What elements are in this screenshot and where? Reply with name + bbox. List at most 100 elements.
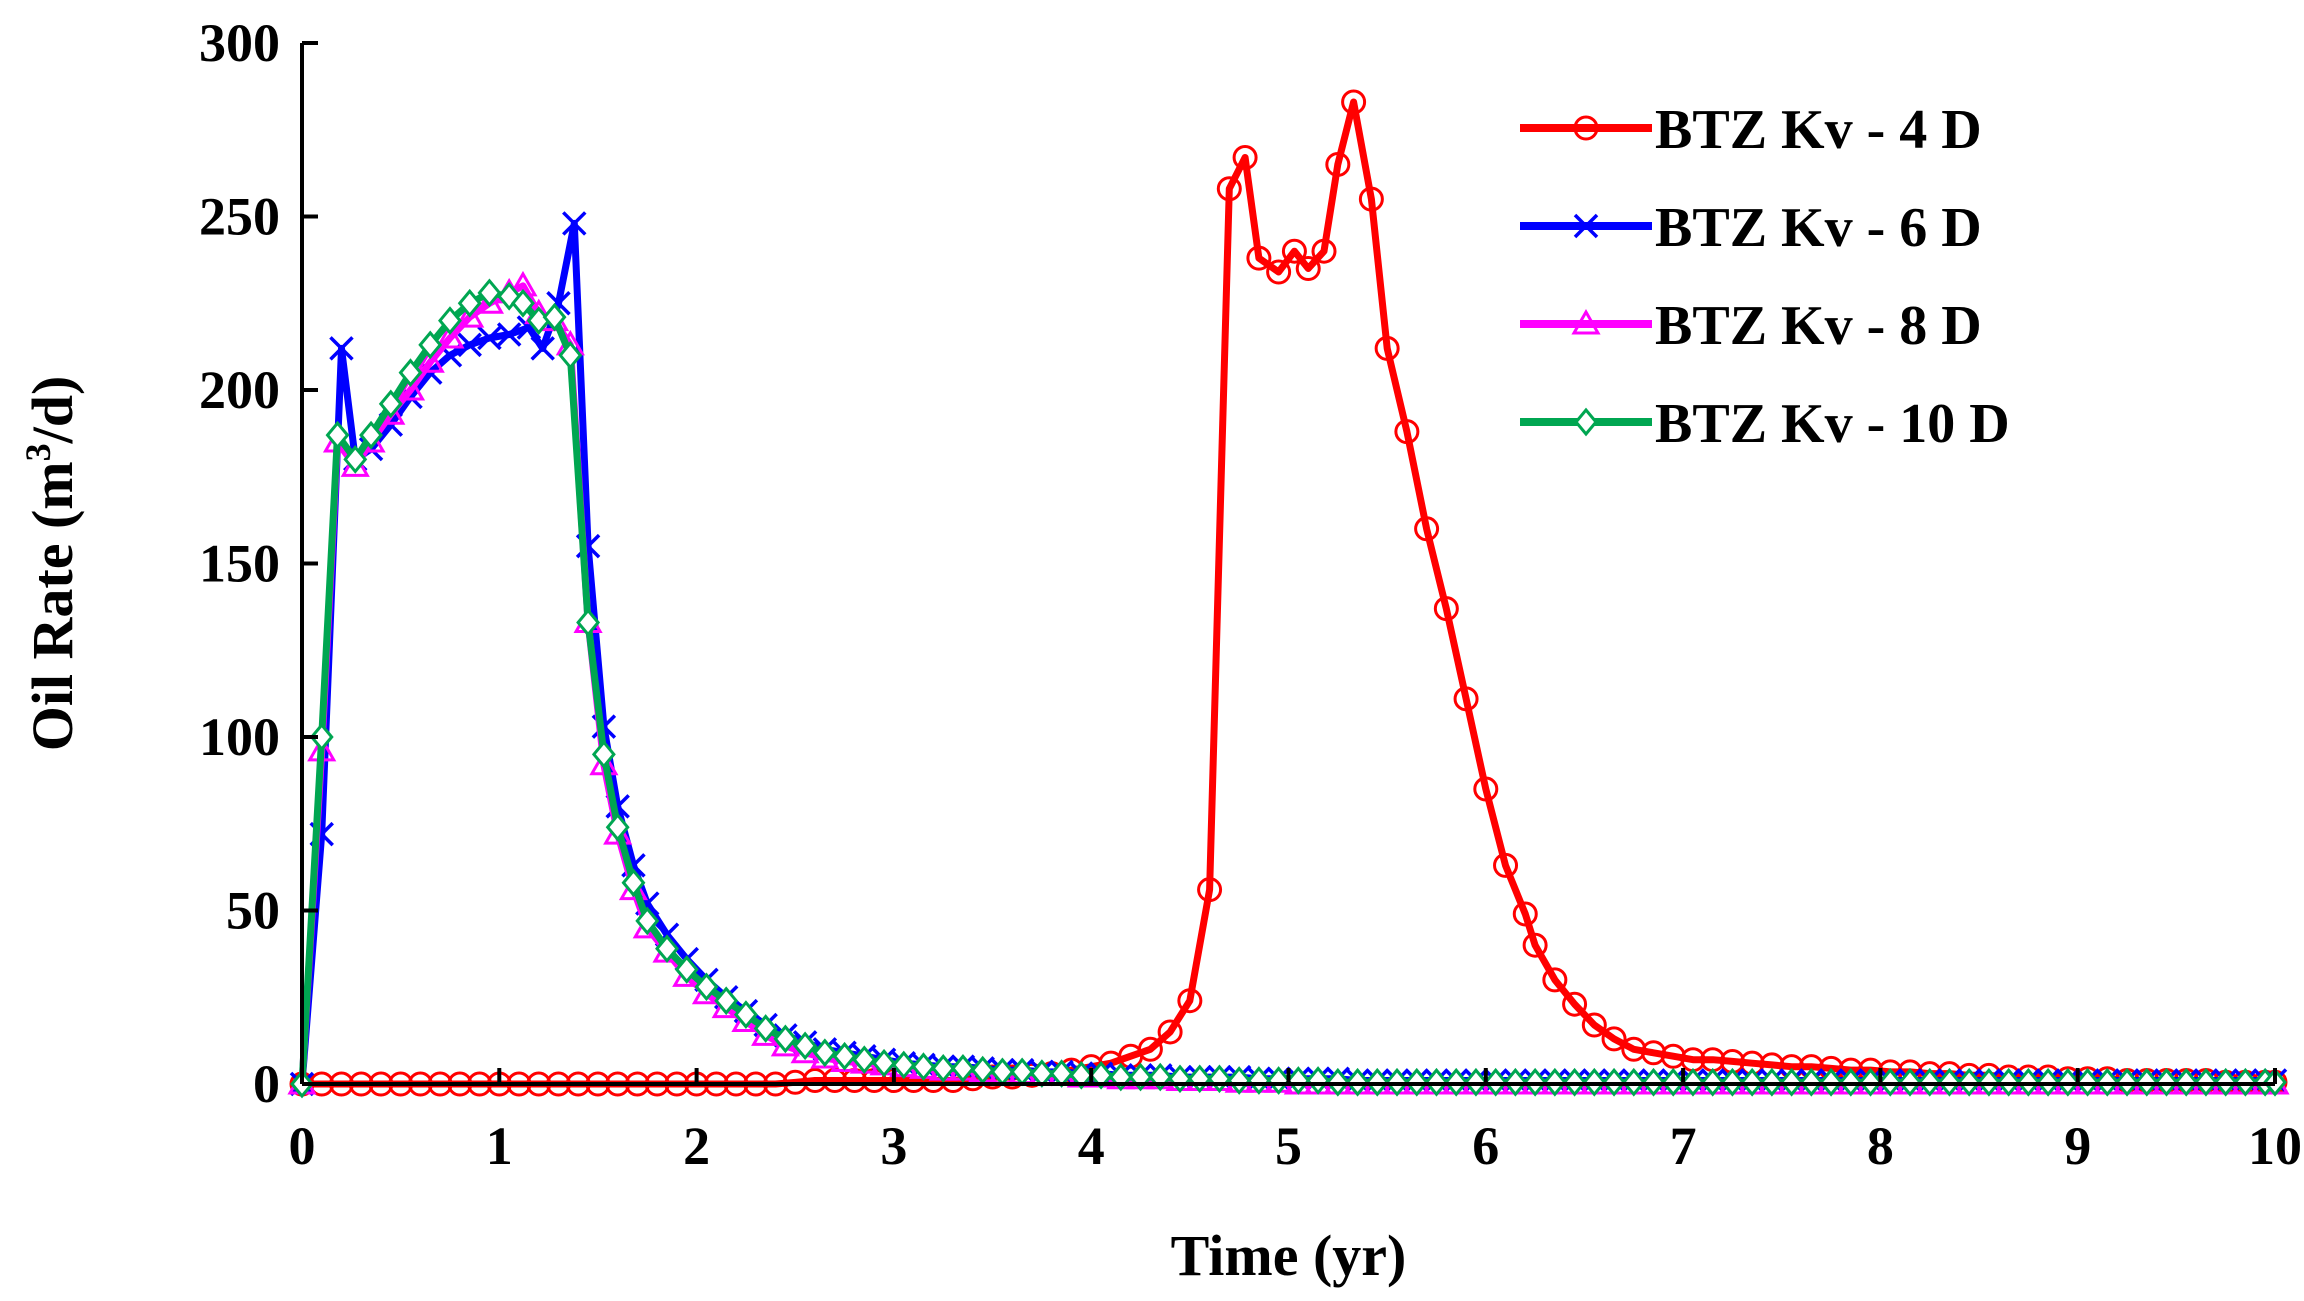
y-axis-title-suffix: /d)	[20, 376, 85, 445]
data-point	[398, 358, 423, 387]
data-point	[1394, 419, 1420, 445]
data-point	[359, 420, 384, 450]
data-point	[1453, 686, 1479, 712]
data-point	[1581, 1012, 1607, 1038]
data-point	[474, 288, 505, 314]
data-point	[455, 302, 485, 328]
x-tick-label: 0	[289, 1116, 316, 1176]
data-point	[621, 868, 646, 898]
x-tick-label: 7	[1670, 1116, 1697, 1176]
legend-item-1: BTZ Kv - 4 D	[1520, 99, 1982, 161]
data-point	[511, 288, 535, 318]
x-axis-title: Time (yr)	[1171, 1223, 1407, 1288]
data-point	[931, 1054, 956, 1083]
data-point	[1414, 516, 1440, 542]
x-marker-stroke	[457, 332, 482, 358]
data-point	[655, 934, 679, 964]
x-tick-label: 6	[1472, 1116, 1499, 1176]
data-point	[1512, 901, 1538, 927]
data-point	[558, 340, 583, 370]
data-point	[378, 389, 403, 419]
x-marker-stroke	[1573, 213, 1599, 239]
data-point	[1281, 238, 1307, 264]
y-axis-title-prefix: Oil Rate (m	[20, 461, 85, 751]
x-tick-label: 9	[2064, 1116, 2091, 1176]
x-tick-label: 4	[1078, 1116, 1105, 1176]
data-point	[530, 336, 555, 361]
legend-label: BTZ Kv - 10 D	[1655, 393, 2010, 455]
data-point	[576, 608, 601, 637]
data-point	[694, 972, 719, 1002]
data-point	[589, 749, 619, 776]
legend-item-3: BTZ Kv - 8 D	[1520, 295, 1982, 357]
y-tick-label: 100	[199, 707, 280, 767]
y-tick-label: 250	[199, 187, 280, 247]
data-point	[1157, 1019, 1183, 1045]
data-point	[802, 1068, 828, 1094]
data-point	[477, 325, 502, 351]
data-point	[457, 332, 482, 358]
x-tick-label: 10	[2248, 1116, 2302, 1176]
legend-swatch-marker	[1573, 213, 1599, 239]
data-point	[1358, 186, 1384, 212]
series-layer	[287, 89, 2290, 1099]
data-point	[1069, 1060, 1094, 1090]
legend: BTZ Kv - 4 D BTZ Kv - 6 D BTZ Kv - 8 D BTZ …	[1520, 99, 2010, 455]
data-point	[562, 211, 587, 236]
x-tick-label: 5	[1275, 1116, 1302, 1176]
data-point	[309, 722, 334, 752]
legend-swatch-marker	[1571, 308, 1601, 335]
y-tick-label: 50	[226, 881, 280, 941]
data-point	[1522, 932, 1548, 958]
data-point	[1246, 245, 1272, 271]
y-tick-label: 200	[199, 360, 280, 420]
data-point	[1641, 1040, 1667, 1066]
data-point	[1601, 1026, 1627, 1052]
data-point	[1286, 1066, 1311, 1095]
data-point	[753, 1014, 778, 1043]
legend-item-4: BTZ Kv - 10 D	[1520, 393, 2010, 455]
data-point	[733, 1000, 758, 1029]
y-tick-label: 150	[199, 534, 280, 594]
data-point	[1660, 1043, 1686, 1069]
legend-label: BTZ Kv - 8 D	[1655, 295, 1982, 357]
data-point	[1232, 145, 1258, 171]
legend-swatch-marker	[1574, 407, 1598, 437]
data-point	[812, 1038, 837, 1068]
x-tick-label: 1	[486, 1116, 513, 1176]
x-tick-label: 3	[880, 1116, 907, 1176]
data-point	[1542, 967, 1568, 993]
data-point	[1325, 151, 1351, 177]
legend-swatch-marker	[1573, 115, 1599, 141]
data-point	[343, 445, 368, 474]
data-point	[477, 278, 502, 308]
legend-item-2: BTZ Kv - 6 D	[1520, 197, 1982, 259]
x-tick-label: 2	[683, 1116, 710, 1176]
x-marker-stroke	[329, 336, 354, 361]
data-point	[1374, 335, 1400, 361]
x-tick-label: 8	[1867, 1116, 1894, 1176]
data-point	[1246, 1066, 1271, 1095]
data-point	[891, 1050, 916, 1080]
data-point	[1227, 1066, 1252, 1095]
data-point	[1493, 852, 1519, 878]
data-point	[852, 1045, 877, 1075]
data-point	[329, 336, 354, 361]
data-point	[1306, 1066, 1331, 1095]
data-point	[1311, 238, 1337, 264]
x-marker-stroke	[477, 325, 502, 351]
data-point	[872, 1048, 896, 1078]
data-point	[911, 1052, 936, 1081]
data-point	[605, 812, 630, 842]
data-point	[325, 420, 350, 450]
y-axis-title: Oil Rate (m3/d)	[18, 376, 85, 752]
data-point	[674, 955, 699, 984]
data-point	[496, 322, 522, 347]
y-tick-label: 300	[199, 13, 280, 73]
data-point	[435, 322, 465, 349]
data-point	[457, 288, 482, 318]
data-point	[1621, 1036, 1647, 1062]
data-point	[1295, 256, 1321, 282]
